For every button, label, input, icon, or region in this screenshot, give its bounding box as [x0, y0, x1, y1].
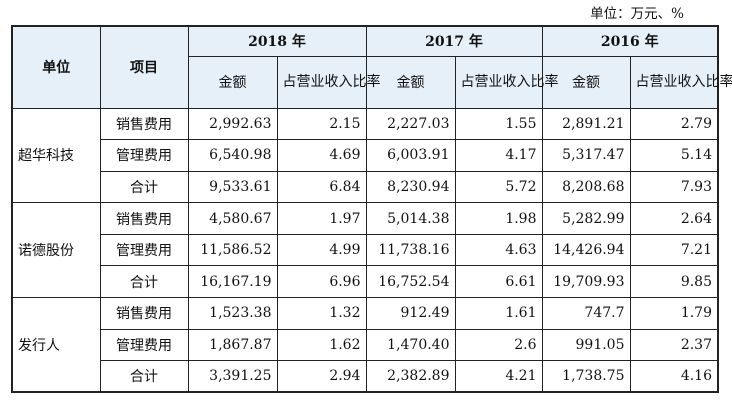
ratio-cell: 1.55: [454, 107, 543, 141]
amount-cell: 912.49: [365, 297, 456, 330]
amount-cell: 9,533.61: [187, 170, 278, 204]
amount-cell: 8,230.94: [365, 170, 456, 204]
header-amount: 金额: [187, 55, 278, 109]
header-item: 项目: [99, 25, 189, 109]
ratio-cell: 5.72: [454, 170, 543, 204]
ratio-cell: 4.21: [454, 360, 543, 393]
table-row: 合计 9,533.61 6.84 8,230.94 5.72 8,208.68 7.93: [12, 170, 719, 204]
amount-cell: 14,426.94: [541, 233, 631, 267]
ratio-cell: 9.85: [629, 265, 719, 299]
ratio-cell: 6.84: [276, 170, 367, 204]
header-unit: 单位: [11, 25, 101, 109]
amount-cell: 1,523.38: [187, 297, 278, 330]
amount-cell: 16,752.54: [365, 265, 456, 299]
expense-item: 管理费用: [99, 139, 189, 172]
ratio-cell: 1.32: [276, 297, 367, 330]
amount-cell: 991.05: [541, 328, 631, 362]
amount-cell: 8,208.68: [541, 170, 631, 204]
amount-cell: 19,709.93: [541, 265, 631, 299]
header-row-metrics: 金额 占营业收入比率 金额 占营业收入比率 金额 占营业收入比率: [12, 55, 732, 109]
amount-cell: 2,891.21: [541, 107, 631, 141]
ratio-cell: 6.96: [276, 265, 367, 299]
amount-cell: 1,867.87: [187, 328, 278, 362]
expense-item: 管理费用: [99, 233, 189, 267]
expense-item: 销售费用: [99, 297, 189, 330]
amount-cell: 2,992.63: [187, 107, 278, 141]
table-row: 合计 3,391.25 2.94 2,382.89 4.21 1,738.75 4.16: [12, 360, 719, 393]
ratio-cell: 4.69: [276, 139, 367, 172]
amount-cell: 16,167.19: [187, 265, 278, 299]
ratio-cell: 4.17: [454, 139, 543, 172]
table-body: 超华科技 销售费用 2,992.63 2.15 2,227.03 1.55 2,891.21…: [11, 107, 719, 393]
ratio-cell: 1.79: [629, 297, 719, 330]
ratio-cell: 1.62: [276, 328, 367, 362]
amount-cell: 5,317.47: [541, 139, 631, 172]
amount-cell: 1,470.40: [365, 328, 456, 362]
ratio-cell: 2.6: [454, 328, 543, 362]
header-year-2016: 2016 年: [541, 25, 719, 57]
expense-item: 销售费用: [99, 107, 189, 141]
header-amount: 金额: [365, 55, 456, 109]
amount-cell: 747.7: [541, 297, 631, 330]
ratio-cell: 2.64: [629, 202, 719, 235]
ratio-cell: 2.94: [276, 360, 367, 393]
header-ratio: 占营业收入比率: [629, 55, 732, 109]
header-year-2018: 2018 年: [187, 25, 367, 57]
ratio-cell: 1.98: [454, 202, 543, 235]
table-row: 管理费用 11,586.52 4.99 11,738.16 4.63 14,426.94 7…: [12, 233, 719, 267]
table-row: 诺德股份 销售费用 4,580.67 1.97 5,014.38 1.98 5,282.99…: [11, 202, 719, 299]
header-amount: 金额: [541, 55, 631, 109]
amount-cell: 6,003.91: [365, 139, 456, 172]
ratio-cell: 1.97: [276, 202, 367, 235]
ratio-cell: 1.61: [454, 297, 543, 330]
amount-cell: 1,738.75: [541, 360, 631, 393]
header-year-2017: 2017 年: [365, 25, 543, 57]
ratio-cell: 7.21: [629, 233, 719, 267]
expense-item: 合计: [99, 360, 189, 393]
amount-cell: 2,382.89: [365, 360, 456, 393]
table-row: 超华科技 销售费用 2,992.63 2.15 2,227.03 1.55 2,891.21…: [11, 107, 719, 204]
company-name: 诺德股份: [11, 202, 101, 299]
company-name: 发行人: [11, 297, 101, 393]
amount-cell: 2,227.03: [365, 107, 456, 141]
table-row: 发行人 销售费用 1,523.38 1.32 912.49 1.61 747.7 1.79: [11, 297, 719, 393]
table-row: 管理费用 6,540.98 4.69 6,003.91 4.17 5,317.47 5.14: [12, 139, 719, 172]
expense-table: 单位 项目 2018 年 2017 年 2016 年 金额 占营业收入比率 金额…: [11, 25, 732, 394]
amount-cell: 4,580.67: [187, 202, 278, 235]
ratio-cell: 4.16: [629, 360, 719, 393]
header-ratio: 占营业收入比率: [276, 55, 381, 109]
amount-cell: 3,391.25: [187, 360, 278, 393]
amount-cell: 11,586.52: [187, 233, 278, 267]
expense-item: 销售费用: [99, 202, 189, 235]
expense-item: 合计: [99, 265, 189, 299]
amount-cell: 11,738.16: [365, 233, 456, 267]
table-row: 合计 16,167.19 6.96 16,752.54 6.61 19,709.93 9.8…: [12, 265, 719, 299]
ratio-cell: 7.93: [629, 170, 719, 204]
ratio-cell: 4.63: [454, 233, 543, 267]
unit-note: 单位：万元、%: [590, 6, 684, 22]
ratio-cell: 2.15: [276, 107, 367, 141]
company-name: 超华科技: [11, 107, 101, 204]
header-row-years: 单位 项目 2018 年 2017 年 2016 年: [11, 25, 719, 109]
amount-cell: 5,282.99: [541, 202, 631, 235]
ratio-cell: 4.99: [276, 233, 367, 267]
expense-item: 合计: [99, 170, 189, 204]
table-row: 管理费用 1,867.87 1.62 1,470.40 2.6 991.05 2.37: [12, 328, 719, 362]
header-ratio: 占营业收入比率: [454, 55, 559, 109]
amount-cell: 6,540.98: [187, 139, 278, 172]
ratio-cell: 2.37: [629, 328, 719, 362]
amount-cell: 5,014.38: [365, 202, 456, 235]
ratio-cell: 2.79: [629, 107, 719, 141]
expense-item: 管理费用: [99, 328, 189, 362]
ratio-cell: 6.61: [454, 265, 543, 299]
ratio-cell: 5.14: [629, 139, 719, 172]
